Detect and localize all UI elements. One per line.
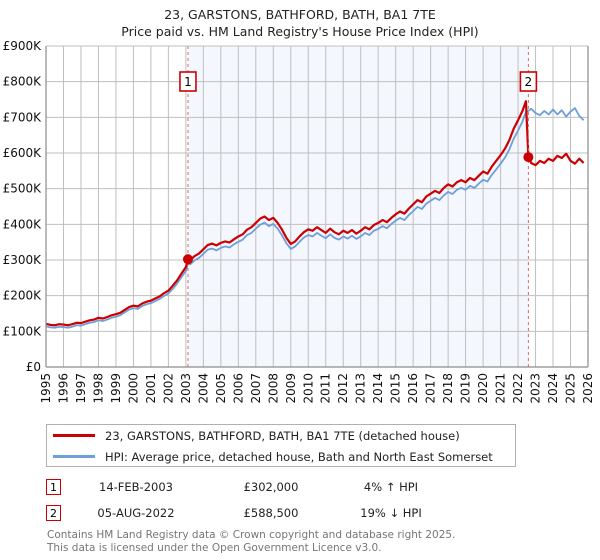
- y-axis-tick-label: £700K: [3, 110, 43, 124]
- sale-date-2: 05-AUG-2022: [97, 506, 175, 520]
- x-axis-tick-label: 2024: [546, 373, 560, 404]
- series-line-property: [45, 100, 585, 327]
- price-history-chart: £0 £100K £200K £300K £400K £500K £600K £700K £80…: [3, 39, 595, 404]
- y-axis-tick-label: £500K: [3, 182, 43, 196]
- table-row: 2 05-AUG-2022 £588,500 19% ↓ HPI: [46, 500, 516, 526]
- ownership-span-shading: [187, 46, 529, 367]
- y-axis-tick-label: £900K: [3, 39, 43, 53]
- x-axis-tick-label: 2006: [231, 373, 245, 404]
- footer-attribution: Contains HM Land Registry data © Crown c…: [47, 529, 567, 554]
- x-axis-tick-label: 2001: [144, 373, 158, 404]
- legend-swatch-hpi: [53, 455, 95, 458]
- y-axis-tick-label: £400K: [3, 217, 43, 231]
- sale-marker-dot-1[interactable]: [182, 254, 193, 265]
- series-line-hpi: [45, 107, 585, 329]
- x-axis-tick-label: 2004: [196, 373, 210, 404]
- page-title: 23, GARSTONS, BATHFORD, BATH, BA1 7TE: [164, 7, 436, 22]
- x-axis-tick-label: 2009: [284, 373, 298, 404]
- y-axis-tick-label: £0: [26, 360, 41, 374]
- x-axis-tick-label: 2020: [476, 373, 490, 404]
- x-axis-tick-label: 2017: [424, 373, 438, 404]
- x-axis-tick-label: 2012: [336, 373, 350, 404]
- table-row: 1 14-FEB-2003 £302,000 4% ↑ HPI: [46, 474, 516, 500]
- x-axis-tick-label: 2023: [529, 373, 543, 404]
- y-axis-tick-label: £300K: [3, 253, 43, 267]
- x-axis-tick-label: 2007: [249, 373, 263, 404]
- x-axis-tick-label: 2022: [511, 373, 525, 404]
- annotation-label-1: 1: [184, 75, 192, 89]
- sale-price-2: £588,500: [243, 506, 299, 520]
- x-axis-tick-label: 2002: [161, 373, 175, 404]
- x-axis-tick-label: 2025: [564, 373, 578, 404]
- sale-hpi-delta-2: 19% ↓ HPI: [360, 506, 422, 520]
- footer-line-2: This data is licensed under the Open Gov…: [47, 541, 382, 554]
- x-axis-tick-label: 2005: [214, 373, 228, 404]
- x-axis-tick-label: 2013: [354, 373, 368, 404]
- chart-title-block: 23, GARSTONS, BATHFORD, BATH, BA1 7TE Pr…: [0, 0, 600, 40]
- x-axis-tick-label: 2018: [441, 373, 455, 404]
- x-axis-tick-label: 1995: [39, 373, 53, 404]
- sale-price-1: £302,000: [243, 480, 299, 494]
- x-axis-tick-label: 2008: [266, 373, 280, 404]
- sale-marker-dot-2[interactable]: [523, 152, 534, 163]
- sale-date-1: 14-FEB-2003: [99, 480, 173, 494]
- y-axis-tick-label: £200K: [3, 289, 43, 303]
- page-subtitle: Price paid vs. HM Land Registry's House …: [121, 24, 479, 39]
- x-axis-tick-label: 1997: [74, 373, 88, 404]
- sales-table: 1 14-FEB-2003 £302,000 4% ↑ HPI 2 05-AUG…: [46, 474, 516, 526]
- annotation-box-2[interactable]: [519, 71, 538, 92]
- y-axis-tick-label: £100K: [3, 324, 43, 338]
- x-axis-tick-label: 1996: [56, 373, 70, 404]
- footer-line-1: Contains HM Land Registry data © Crown c…: [47, 529, 456, 541]
- y-axis-tick-label: £600K: [3, 146, 43, 160]
- x-axis-tick-label: 2000: [126, 373, 140, 404]
- annotation-label-2: 2: [525, 75, 533, 89]
- y-axis-tick-label: £800K: [3, 75, 43, 89]
- legend-swatch-property: [53, 434, 95, 437]
- legend-item-property: 23, GARSTONS, BATHFORD, BATH, BA1 7TE (d…: [47, 425, 515, 446]
- x-axis-tick-label: 2011: [319, 373, 333, 404]
- chart-legend: 23, GARSTONS, BATHFORD, BATH, BA1 7TE (d…: [46, 424, 516, 467]
- x-axis-tick-label: 2021: [494, 373, 508, 404]
- x-axis-tick-label: 2026: [581, 373, 595, 404]
- x-axis-tick-label: 2019: [459, 373, 473, 404]
- x-axis-tick-label: 2016: [406, 373, 420, 404]
- sale-marker-badge-2: 2: [46, 505, 61, 521]
- x-axis-tick-label: 2010: [301, 373, 315, 404]
- annotation-box-1[interactable]: [179, 71, 197, 92]
- legend-label-hpi: HPI: Average price, detached house, Bath…: [105, 449, 493, 464]
- x-axis-tick-label: 2015: [389, 373, 403, 404]
- x-axis-tick-label: 1998: [91, 373, 105, 404]
- legend-label-property: 23, GARSTONS, BATHFORD, BATH, BA1 7TE (d…: [105, 428, 460, 443]
- x-axis-tick-label: 1999: [109, 373, 123, 404]
- sale-marker-badge-1: 1: [46, 479, 61, 495]
- x-axis-tick-label: 2003: [179, 373, 193, 404]
- legend-item-hpi: HPI: Average price, detached house, Bath…: [47, 446, 515, 467]
- x-axis-tick-label: 2014: [371, 373, 385, 404]
- sale-hpi-delta-1: 4% ↑ HPI: [363, 480, 419, 494]
